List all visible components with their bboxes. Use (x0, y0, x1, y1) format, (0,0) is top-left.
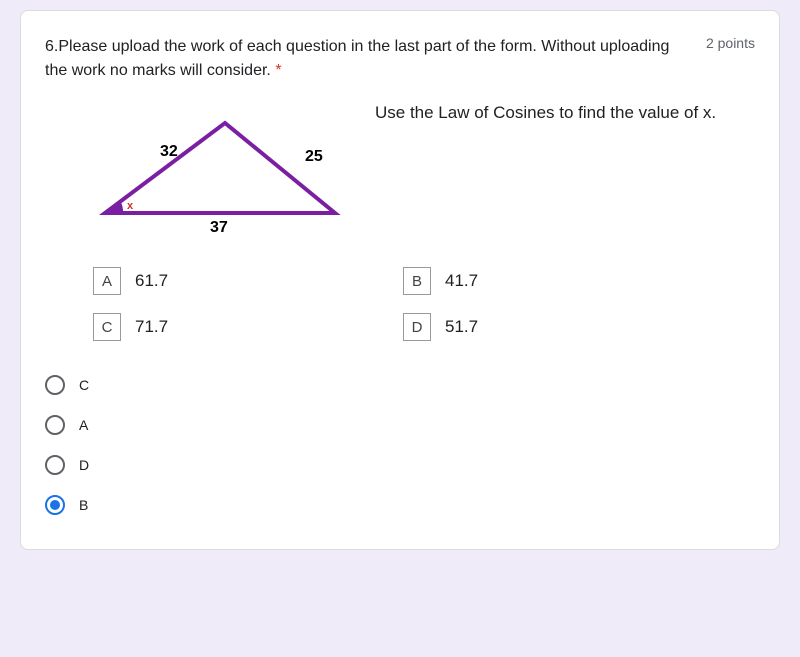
radio-icon (45, 455, 65, 475)
side-left-label: 32 (160, 143, 178, 161)
radio-label: D (79, 457, 89, 473)
choice-value: 61.7 (135, 271, 168, 291)
question-header: 6.Please upload the work of each questio… (45, 35, 755, 83)
question-prompt: 6.Please upload the work of each questio… (45, 35, 690, 83)
side-bottom-label: 37 (210, 219, 228, 237)
angle-label: x (127, 200, 134, 212)
choice-letter: D (403, 313, 431, 341)
radio-icon (45, 415, 65, 435)
choice-letter: A (93, 267, 121, 295)
triangle-shape (105, 123, 335, 213)
radio-option-c[interactable]: C (45, 365, 755, 405)
radio-group: C A D B (45, 365, 755, 525)
radio-icon (45, 495, 65, 515)
choice-letter: B (403, 267, 431, 295)
figure-row: x 32 25 37 Use the Law of Cosines to fin… (85, 103, 755, 243)
angle-arc (105, 201, 123, 213)
radio-icon (45, 375, 65, 395)
choice-d: D 51.7 (403, 313, 653, 341)
side-right-label: 25 (305, 148, 323, 166)
choice-c: C 71.7 (93, 313, 343, 341)
choice-value: 51.7 (445, 317, 478, 337)
instruction-text: Use the Law of Cosines to find the value… (375, 103, 716, 123)
prompt-text: 6.Please upload the work of each questio… (45, 38, 669, 79)
answer-choices-grid: A 61.7 B 41.7 C 71.7 D 51.7 (93, 267, 653, 341)
radio-label: C (79, 377, 89, 393)
radio-option-b[interactable]: B (45, 485, 755, 525)
choice-value: 71.7 (135, 317, 168, 337)
choice-a: A 61.7 (93, 267, 343, 295)
triangle-figure: x 32 25 37 (85, 103, 365, 243)
radio-option-a[interactable]: A (45, 405, 755, 445)
choice-value: 41.7 (445, 271, 478, 291)
choice-b: B 41.7 (403, 267, 653, 295)
radio-option-d[interactable]: D (45, 445, 755, 485)
radio-label: B (79, 497, 88, 513)
question-card: 6.Please upload the work of each questio… (20, 10, 780, 550)
radio-label: A (79, 417, 88, 433)
points-label: 2 points (706, 35, 755, 51)
required-asterisk: * (275, 62, 281, 79)
choice-letter: C (93, 313, 121, 341)
